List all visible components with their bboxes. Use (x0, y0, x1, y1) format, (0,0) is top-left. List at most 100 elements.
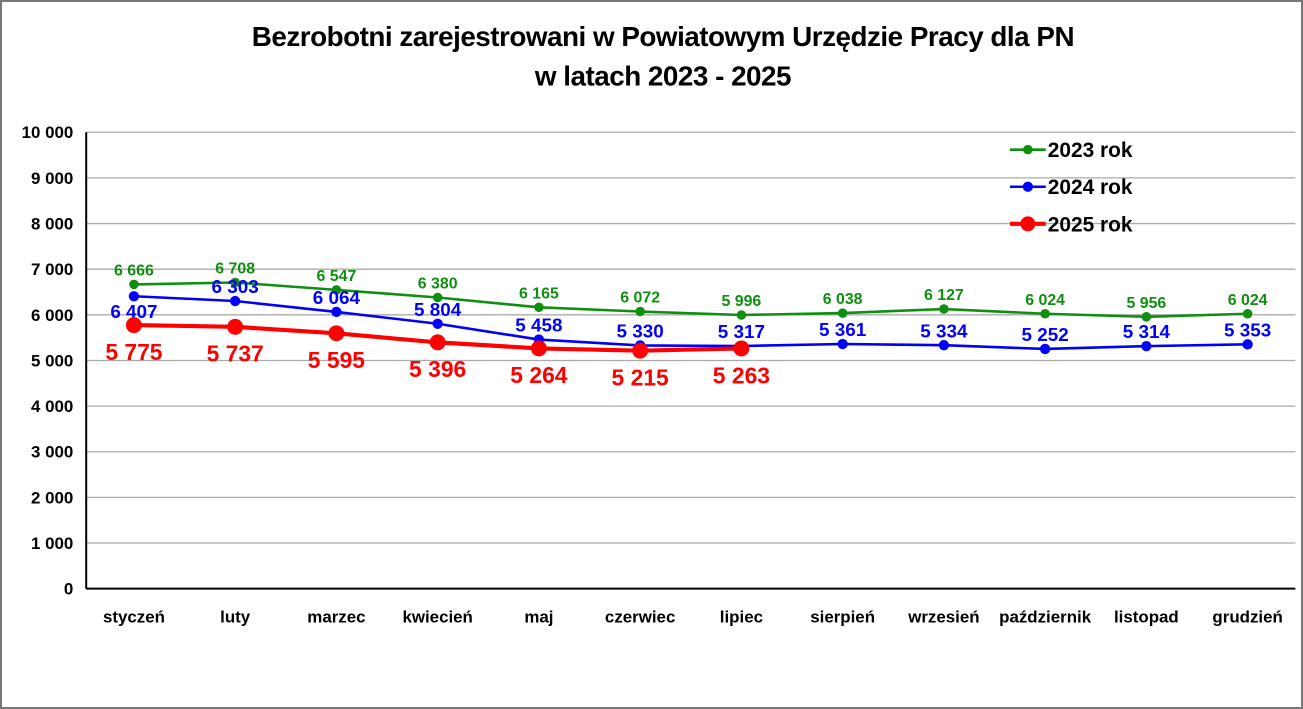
legend-label: 2024 rok (1048, 176, 1133, 199)
legend-marker (1023, 144, 1033, 155)
data-point-marker (1242, 339, 1253, 350)
data-point-marker (128, 291, 140, 302)
y-axis-tick-label: 6 000 (31, 306, 73, 325)
data-point-marker (125, 317, 142, 334)
data-point-marker (1242, 308, 1253, 319)
series-line (133, 294, 1248, 351)
data-point-label: 6 666 (114, 262, 154, 279)
data-point-marker (534, 302, 544, 313)
series-line (133, 281, 1248, 319)
data-point-label: 6 038 (823, 291, 863, 308)
data-point-label: 6 024 (1228, 292, 1268, 309)
x-axis-month-label: listopad (1114, 607, 1179, 626)
data-point-marker (635, 306, 645, 317)
data-point-label: 6 064 (313, 288, 361, 309)
y-axis-tick-label: 5 000 (31, 351, 73, 370)
y-axis-tick-label: 9 000 (31, 169, 73, 188)
data-point-label: 5 737 (207, 341, 264, 367)
series-2023-rok: 6 666 6 708 6 547 6 380 6 165 6 072 5 996 6 038… (114, 261, 1268, 322)
data-point-label: 5 804 (414, 300, 462, 321)
data-point-marker (837, 338, 848, 350)
axis-layer: 0 1 000 2 000 3 000 4 000 5 000 6 000 7 000 8 00… (22, 123, 1296, 626)
data-point-marker (230, 295, 241, 307)
data-point-marker (432, 318, 443, 329)
y-axis-tick-label: 2 000 (31, 488, 73, 507)
data-point-marker (530, 340, 547, 357)
data-point-label: 5 396 (409, 356, 466, 382)
data-point-marker (432, 292, 443, 303)
data-point-marker (1141, 312, 1152, 322)
chart-title-line1: Bezrobotni zarejestrowani w Powiatowym U… (252, 21, 1074, 52)
grid-layer (86, 131, 1296, 544)
y-axis-tick-label: 7 000 (31, 260, 73, 279)
data-point-label: 5 334 (920, 321, 968, 342)
data-point-label: 5 314 (1123, 322, 1171, 343)
data-point-label: 5 330 (617, 321, 664, 342)
x-axis-month-label: sierpień (810, 607, 875, 626)
x-axis-month-label: kwiecień (402, 607, 472, 626)
x-axis-month-label: marzec (307, 607, 365, 626)
y-axis-tick-label: 8 000 (31, 215, 73, 234)
legend-item-2024-rok: 2024 rok (1009, 176, 1133, 199)
data-point-marker (1141, 340, 1152, 352)
legend: 2023 rok 2024 rok 2025 rok (1009, 139, 1133, 236)
data-point-marker (837, 308, 848, 318)
legend-item-2023-rok: 2023 rok (1009, 139, 1133, 162)
y-axis-tick-label: 3 000 (31, 443, 73, 462)
data-point-marker (129, 279, 139, 290)
legend-label: 2025 rok (1048, 213, 1133, 236)
data-point-marker (331, 285, 342, 295)
legend-item-2025-rok: 2025 rok (1009, 213, 1133, 236)
data-point-marker (328, 325, 345, 342)
series-layer: 6 666 6 708 6 547 6 380 6 165 6 072 5 996 6 038… (105, 261, 1271, 391)
y-axis-tick-label: 1 000 (31, 534, 73, 553)
series-2025-rok: 5 775 5 737 5 595 5 396 5 264 5 215 5 263 (105, 317, 770, 390)
data-point-label: 5 317 (718, 322, 765, 343)
chart-title-line2: w latach 2023 - 2025 (534, 61, 791, 92)
data-point-label: 5 775 (105, 339, 162, 365)
data-point-label: 5 996 (722, 293, 762, 310)
data-point-label: 6 407 (110, 302, 157, 323)
legend-marker (1020, 216, 1036, 232)
data-point-marker (1040, 308, 1050, 319)
data-point-marker (939, 304, 949, 314)
x-axis-month-label: maj (524, 607, 553, 626)
data-point-label: 6 380 (418, 276, 458, 293)
data-point-marker (227, 318, 244, 335)
legend-marker (1022, 181, 1034, 192)
data-point-label: 5 264 (510, 362, 567, 388)
y-axis-tick-label: 0 (64, 580, 73, 599)
x-axis-month-label: grudzień (1212, 607, 1282, 626)
data-point-label: 6 072 (620, 290, 660, 307)
x-axis-month-label: lipiec (720, 607, 763, 626)
data-point-marker (429, 334, 446, 351)
data-point-label: 5 595 (308, 347, 365, 373)
series-2024-rok: 6 407 6 303 6 064 5 804 5 458 5 330 5 317 5 361… (110, 277, 1271, 355)
data-point-label: 6 547 (317, 268, 357, 285)
data-point-label: 6 708 (215, 261, 255, 278)
data-point-marker (230, 277, 240, 288)
data-point-label: 5 956 (1126, 295, 1166, 312)
data-point-label: 5 353 (1224, 320, 1271, 341)
data-point-label: 6 127 (924, 287, 964, 304)
data-point-label: 5 361 (819, 320, 866, 341)
data-point-marker (733, 340, 750, 357)
data-point-marker (331, 306, 342, 318)
data-point-marker (632, 342, 649, 359)
x-axis-month-label: luty (220, 607, 251, 626)
y-axis-tick-label: 10 000 (22, 123, 74, 142)
data-point-label: 6 024 (1025, 292, 1065, 309)
data-point-label: 5 458 (515, 316, 562, 337)
data-point-marker (938, 340, 950, 351)
legend-label: 2023 rok (1048, 139, 1133, 162)
x-axis-month-label: październik (999, 607, 1092, 626)
data-point-label: 5 215 (612, 364, 669, 390)
data-point-marker (736, 310, 747, 320)
data-point-label: 6 165 (519, 285, 559, 302)
x-axis-month-label: styczeń (103, 607, 165, 626)
data-point-label: 5 252 (1022, 325, 1069, 346)
x-axis-month-label: wrzesień (907, 607, 979, 626)
data-point-label: 5 263 (713, 362, 770, 388)
